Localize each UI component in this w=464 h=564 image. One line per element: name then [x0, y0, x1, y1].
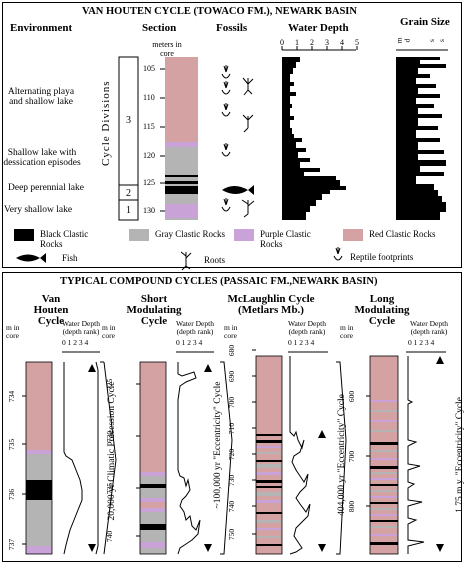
m-in-core-1: m in core [102, 323, 116, 340]
env-alternating-playa: Alternating playa and shallow lake [7, 87, 75, 107]
depth-tick-marks [160, 68, 165, 212]
wd-ticks-2: 0 1 2 3 4 [288, 338, 315, 347]
water-depth-curve [281, 46, 358, 220]
arrows-col1 [204, 364, 212, 552]
division-2: 2 [126, 188, 131, 199]
division-1: 1 [126, 205, 131, 216]
m-in-core-2: m in core [224, 323, 238, 340]
bracket-col2 [220, 361, 233, 555]
col-title-mclaughlin: McLaughlin Cycle (Metlars Mb.) [227, 293, 315, 316]
wd-ticks-0: 0 1 2 3 4 [62, 338, 89, 347]
wd-label-1: Water Depth (depth rank) [176, 319, 214, 336]
env-deep-perennial: Deep perennial lake [8, 183, 84, 193]
section-col-mclaughlin [255, 355, 283, 555]
ticks-col3 [366, 395, 370, 507]
section-column [165, 57, 198, 220]
section-col-van-houten [25, 361, 53, 555]
legend-fish-icon [16, 253, 46, 263]
bracket-col3 [336, 361, 347, 555]
water-depth-col0 [62, 351, 100, 555]
bracket-col1 [100, 361, 117, 555]
wd-label-2: Water Depth (depth rank) [288, 319, 326, 336]
root-icon [241, 77, 255, 218]
legend-roots: Roots [204, 255, 226, 265]
m-in-core-0: m in core [6, 323, 20, 340]
legend-reptile: Reptile footprints [350, 252, 414, 262]
top-title: VAN HOUTEN CYCLE (TOWACO FM.), NEWARK BA… [82, 6, 357, 17]
legend-red: Red Clastic Rocks [369, 229, 436, 239]
top-panel [2, 2, 462, 268]
wd-label-3: Water Depth (depth rank) [410, 319, 448, 336]
arrows-col2 [318, 430, 326, 552]
wd-ticks-3: 0 1 2 3 4 [408, 338, 435, 347]
wd-ticks-1: 0 1 2 3 4 [176, 338, 203, 347]
col-title-short-modulating: Short Modulating Cycle [126, 293, 182, 327]
legend-root-icon [180, 251, 192, 271]
env-very-shallow: Very shallow lake [4, 205, 73, 215]
water-depth-col2 [288, 351, 328, 555]
m-in-core-3: m in core [340, 323, 354, 340]
col-title-long-modulating: Long Modulating Cycle [354, 293, 410, 327]
fish-icon [222, 185, 254, 195]
division-3: 3 [126, 115, 131, 126]
meters-in-core-label: meters in core [152, 40, 182, 58]
legend-fish: Fish [62, 253, 78, 263]
legend-reptile-icon [333, 247, 343, 261]
bottom-title: TYPICAL COMPOUND CYCLES (PASSAIC FM.,NEW… [60, 276, 378, 287]
legend-gray: Gray Clastic Rocks [155, 229, 225, 239]
grain-size-curve [396, 49, 448, 220]
water-depth-col3 [406, 351, 446, 554]
wd-label-0: Water Depth (depth rank) [62, 319, 100, 336]
header-grain-size: Grain Size [400, 16, 450, 28]
header-section: Section [142, 22, 177, 34]
header-fossils: Fossils [216, 22, 248, 34]
ticks-col2 [252, 349, 256, 535]
legend-swatches [14, 229, 363, 241]
section-col-long-modulating [369, 355, 399, 555]
reptile-footprint-icon [221, 65, 231, 212]
arrows-col0 [88, 364, 96, 552]
header-water-depth: Water Depth [288, 22, 349, 34]
water-depth-col1 [176, 351, 214, 555]
legend-black: Black Clastic Rocks [40, 229, 89, 249]
section-col-short-modulating [139, 361, 167, 555]
env-shallow-lake: Shallow lake with dessication episodes [3, 148, 81, 168]
ticks-col1 [136, 383, 140, 537]
ticks-col0 [22, 395, 26, 545]
cycle-divisions-column [118, 56, 139, 221]
arrows-col3 [436, 356, 444, 552]
header-environment: Environment [10, 22, 73, 34]
col-title-van-houten: Van Houten Cycle [33, 293, 69, 327]
bracket-col0 [95, 361, 99, 555]
legend-purple: Purple Clastic Rocks [260, 229, 311, 249]
